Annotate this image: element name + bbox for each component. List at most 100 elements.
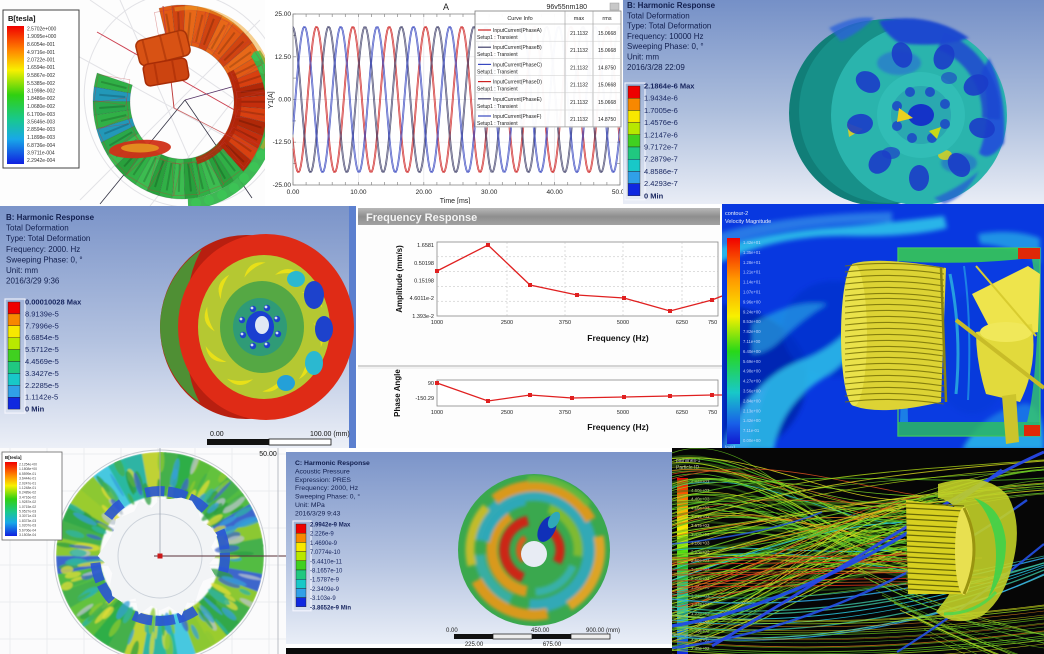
- svg-text:90: 90: [428, 381, 434, 387]
- svg-text:[m/s]: [m/s]: [725, 445, 735, 450]
- svg-text:2.9942e-9 Max: 2.9942e-9 Max: [310, 523, 351, 529]
- svg-text:contour-2: contour-2: [725, 211, 748, 217]
- svg-text:4.6011e-2: 4.6011e-2: [410, 296, 434, 302]
- svg-text:2.5702e+000: 2.5702e+000: [27, 27, 57, 33]
- svg-text:1.1142e-5: 1.1142e-5: [25, 393, 58, 402]
- svg-text:B: Harmonic Response: B: Harmonic Response: [627, 1, 716, 10]
- svg-text:2016/3/29 9:36: 2016/3/29 9:36: [6, 277, 60, 286]
- svg-text:-25.00: -25.00: [273, 182, 292, 189]
- svg-text:B[tesla]: B[tesla]: [5, 455, 22, 460]
- svg-text:3.67e+03: 3.67e+03: [691, 523, 710, 528]
- svg-text:12.50: 12.50: [275, 54, 292, 61]
- svg-text:2.226e-9: 2.226e-9: [310, 532, 334, 538]
- svg-text:6250: 6250: [676, 410, 688, 416]
- svg-text:1.14e+01: 1.14e+01: [743, 280, 761, 285]
- svg-text:9.24e+00: 9.24e+00: [743, 309, 761, 314]
- svg-text:Total Deformation: Total Deformation: [627, 11, 690, 20]
- svg-text:InputCurrent(PhaseA): InputCurrent(PhaseA): [493, 28, 542, 34]
- svg-text:6.1700e-003: 6.1700e-003: [27, 112, 55, 118]
- svg-text:2.4293e-7: 2.4293e-7: [644, 179, 678, 188]
- svg-text:1.1808e+00: 1.1808e+00: [19, 467, 37, 471]
- svg-text:15.0668: 15.0668: [598, 48, 616, 54]
- svg-text:Unit: mm: Unit: mm: [6, 266, 38, 275]
- svg-text:B: Harmonic Response: B: Harmonic Response: [6, 213, 95, 222]
- svg-text:2.2942e-004: 2.2942e-004: [27, 158, 55, 164]
- svg-text:1.9287e-02: 1.9287e-02: [19, 500, 36, 504]
- svg-text:1000: 1000: [431, 410, 443, 416]
- svg-text:2500: 2500: [501, 320, 513, 326]
- svg-text:Sweeping Phase: 0, °: Sweeping Phase: 0, °: [6, 255, 83, 264]
- svg-text:30.00: 30.00: [481, 189, 498, 196]
- svg-text:-3.8652e-9 Min: -3.8652e-9 Min: [310, 605, 351, 611]
- svg-text:-3.103e-9: -3.103e-9: [310, 596, 336, 602]
- svg-text:1000: 1000: [431, 320, 443, 326]
- svg-text:Expression: PRES: Expression: PRES: [295, 477, 351, 484]
- svg-text:1.28e+01: 1.28e+01: [743, 260, 761, 265]
- svg-text:1.21e+01: 1.21e+01: [743, 270, 761, 275]
- svg-text:40.00: 40.00: [546, 189, 563, 196]
- svg-text:6.2489e-02: 6.2489e-02: [19, 491, 36, 495]
- svg-text:Acoustic Pressure: Acoustic Pressure: [295, 468, 350, 475]
- svg-text:Type: Total Deformation: Type: Total Deformation: [627, 22, 711, 31]
- svg-text:Sweeping Phase: 0, °: Sweeping Phase: 0, °: [295, 493, 360, 501]
- svg-text:3750: 3750: [559, 410, 571, 416]
- svg-text:5.5385e-002: 5.5385e-002: [27, 81, 55, 87]
- svg-text:96v55nm180: 96v55nm180: [547, 4, 588, 11]
- svg-text:3.4716e-02: 3.4716e-02: [19, 495, 36, 499]
- svg-text:5000: 5000: [617, 410, 629, 416]
- svg-text:20.00: 20.00: [416, 189, 433, 196]
- svg-text:4.4569e-5: 4.4569e-5: [25, 357, 59, 366]
- svg-text:4.8586e-7: 4.8586e-7: [644, 167, 678, 176]
- svg-text:21.1132: 21.1132: [570, 83, 588, 89]
- svg-text:Frequency: 2000, Hz: Frequency: 2000, Hz: [295, 485, 359, 492]
- svg-text:1.4576e-6: 1.4576e-6: [644, 118, 678, 127]
- svg-text:A: A: [443, 2, 449, 12]
- svg-text:InputCurrent(PhaseF): InputCurrent(PhaseF): [493, 114, 542, 120]
- svg-text:1.6594e-001: 1.6594e-001: [27, 65, 55, 71]
- svg-text:Type: Total Deformation: Type: Total Deformation: [6, 234, 90, 243]
- svg-text:750: 750: [708, 320, 717, 326]
- svg-text:10.00: 10.00: [350, 189, 367, 196]
- svg-text:Velocity Magnitude: Velocity Magnitude: [725, 219, 771, 225]
- svg-text:2016/3/29 9:43: 2016/3/29 9:43: [295, 510, 341, 517]
- svg-text:21.1132: 21.1132: [570, 100, 588, 106]
- svg-text:900.00 (mm): 900.00 (mm): [586, 628, 620, 634]
- svg-text:Setup1 : Transient: Setup1 : Transient: [477, 52, 518, 58]
- svg-text:-1.5787e-9: -1.5787e-9: [310, 578, 340, 584]
- svg-text:5.69e+00: 5.69e+00: [743, 359, 761, 364]
- svg-text:InputCurrent(PhaseC): InputCurrent(PhaseC): [493, 62, 542, 68]
- svg-text:0.00: 0.00: [210, 431, 224, 438]
- svg-text:6.5599e-01: 6.5599e-01: [19, 472, 36, 476]
- svg-text:1.1248e-01: 1.1248e-01: [19, 486, 36, 490]
- svg-text:InputCurrent(PhaseB): InputCurrent(PhaseB): [493, 45, 542, 51]
- svg-text:2.0722e-001: 2.0722e-001: [27, 58, 55, 64]
- svg-text:Frequency (Hz): Frequency (Hz): [587, 422, 649, 432]
- svg-text:14.8750: 14.8750: [598, 117, 616, 123]
- svg-text:-5.4410e-11: -5.4410e-11: [310, 559, 343, 565]
- svg-text:Frequency Response: Frequency Response: [366, 212, 477, 224]
- svg-text:2.1864e-6 Max: 2.1864e-6 Max: [644, 82, 695, 91]
- svg-text:1.07e+01: 1.07e+01: [743, 290, 761, 295]
- svg-text:9.96e+00: 9.96e+00: [743, 299, 761, 304]
- svg-text:pathlines-1: pathlines-1: [676, 458, 701, 464]
- svg-text:Unit: MPa: Unit: MPa: [295, 502, 325, 509]
- svg-text:8.53e+00: 8.53e+00: [743, 319, 761, 324]
- svg-text:15.0668: 15.0668: [598, 31, 616, 37]
- svg-text:225.00: 225.00: [465, 642, 484, 648]
- svg-text:4.9716e-001: 4.9716e-001: [27, 50, 55, 56]
- svg-text:Phase Angle: Phase Angle: [393, 369, 402, 417]
- svg-text:3.5646e-003: 3.5646e-003: [27, 120, 55, 126]
- svg-text:14.8750: 14.8750: [598, 65, 616, 71]
- svg-text:-2.3409e-9: -2.3409e-9: [310, 587, 340, 593]
- svg-text:4.84e+03: 4.84e+03: [691, 479, 710, 484]
- svg-text:21.1132: 21.1132: [570, 65, 588, 71]
- svg-text:1.8373e-03: 1.8373e-03: [19, 519, 36, 523]
- svg-text:2.84e+00: 2.84e+00: [743, 398, 761, 403]
- svg-text:3.9711e-004: 3.9711e-004: [27, 151, 55, 157]
- svg-text:6250: 6250: [676, 320, 688, 326]
- svg-text:0 Min: 0 Min: [25, 405, 45, 414]
- svg-text:1.4690e-9: 1.4690e-9: [310, 541, 338, 547]
- svg-text:-150.29: -150.29: [415, 396, 434, 402]
- svg-text:3.91e+03: 3.91e+03: [691, 514, 710, 519]
- svg-text:0.00: 0.00: [287, 189, 300, 196]
